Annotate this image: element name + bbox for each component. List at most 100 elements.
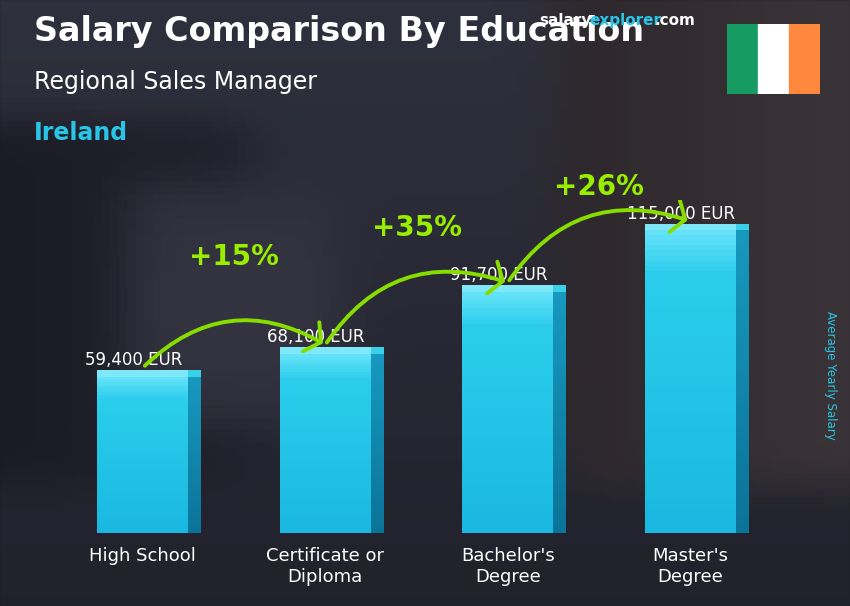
Bar (280, 447, 371, 450)
Bar (644, 387, 736, 392)
Bar (280, 363, 371, 366)
Bar (553, 527, 566, 533)
Bar (736, 284, 749, 291)
Bar (97, 468, 189, 471)
Bar (189, 467, 201, 471)
Bar (371, 412, 383, 417)
Bar (189, 370, 201, 377)
Bar (644, 256, 736, 261)
Bar (462, 501, 553, 505)
Bar (462, 308, 553, 312)
Bar (462, 465, 553, 469)
Bar (644, 301, 736, 306)
Bar (189, 396, 201, 400)
Bar (371, 529, 383, 533)
Bar (189, 404, 201, 408)
Bar (644, 281, 736, 286)
Text: 68,100 EUR: 68,100 EUR (268, 328, 365, 346)
Bar (280, 435, 371, 438)
Bar (462, 416, 553, 421)
Bar (371, 435, 383, 439)
Bar (462, 404, 553, 408)
Bar (280, 512, 371, 515)
Bar (280, 387, 371, 390)
Bar (280, 485, 371, 488)
Bar (280, 488, 371, 491)
Bar (97, 520, 189, 523)
Bar (553, 316, 566, 322)
Bar (553, 437, 566, 442)
Bar (462, 388, 553, 392)
Bar (462, 525, 553, 529)
Bar (280, 402, 371, 405)
Bar (644, 224, 736, 230)
Bar (644, 453, 736, 458)
Bar (97, 421, 189, 424)
Bar (736, 405, 749, 412)
Bar (280, 501, 371, 504)
Bar (371, 488, 383, 493)
Bar (736, 458, 749, 465)
Bar (97, 515, 189, 518)
Bar (371, 475, 383, 479)
Bar (97, 484, 189, 487)
Bar (97, 398, 189, 400)
Bar (462, 312, 553, 316)
Bar (189, 400, 201, 404)
Bar (553, 473, 566, 479)
Bar (736, 238, 749, 245)
Bar (644, 438, 736, 442)
Bar (371, 372, 383, 376)
Bar (644, 347, 736, 351)
Bar (97, 379, 189, 382)
Bar (371, 376, 383, 381)
Bar (280, 372, 371, 375)
Bar (462, 372, 553, 376)
Bar (462, 497, 553, 501)
Bar (553, 291, 566, 298)
Bar (736, 397, 749, 405)
Bar (97, 494, 189, 497)
Bar (280, 456, 371, 459)
FancyArrowPatch shape (144, 320, 320, 366)
Bar (644, 336, 736, 341)
Bar (644, 316, 736, 321)
Bar (97, 453, 189, 455)
Bar (189, 530, 201, 533)
Bar (371, 354, 383, 358)
Bar (644, 458, 736, 462)
Bar (371, 381, 383, 385)
Bar (371, 515, 383, 520)
Bar (280, 441, 371, 444)
Bar (644, 402, 736, 407)
Bar (280, 393, 371, 396)
Bar (644, 427, 736, 432)
Bar (553, 358, 566, 364)
Bar (189, 502, 201, 506)
Bar (280, 479, 371, 482)
Bar (280, 417, 371, 419)
Bar (644, 508, 736, 513)
Bar (644, 321, 736, 326)
Bar (644, 235, 736, 241)
Bar (97, 523, 189, 525)
Bar (97, 455, 189, 458)
Bar (736, 427, 749, 435)
Bar (553, 298, 566, 304)
Bar (97, 424, 189, 427)
Bar (280, 360, 371, 363)
Text: 91,700 EUR: 91,700 EUR (450, 266, 547, 284)
Bar (280, 357, 371, 360)
Bar (189, 416, 201, 420)
Bar (189, 424, 201, 428)
Bar (371, 367, 383, 372)
Bar (736, 442, 749, 450)
Bar (644, 291, 736, 296)
Bar (462, 316, 553, 320)
Bar (553, 388, 566, 395)
Bar (371, 524, 383, 529)
Bar (736, 313, 749, 321)
Bar (280, 384, 371, 387)
Bar (644, 261, 736, 265)
Bar (189, 463, 201, 467)
